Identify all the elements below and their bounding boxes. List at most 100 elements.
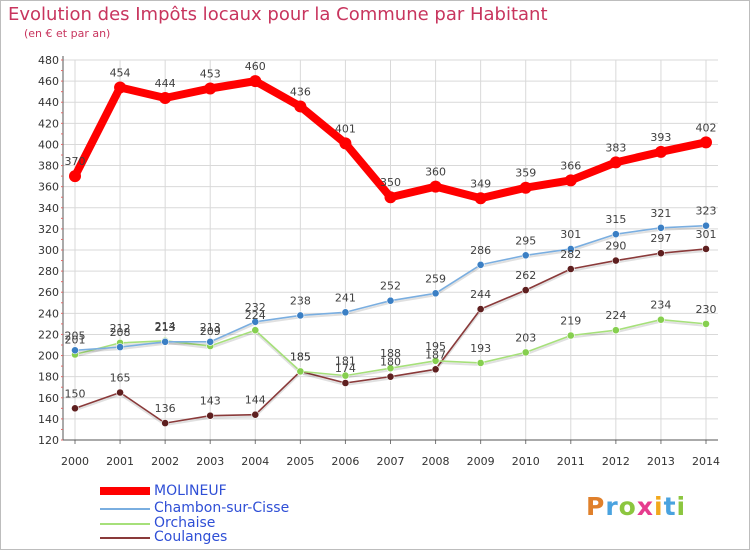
x-tick-label: 2007 — [377, 455, 405, 468]
data-label-chambon-sur-cisse-2009: 286 — [470, 244, 491, 257]
point-chambon-sur-cisse-2005 — [296, 311, 305, 320]
data-label-molineuf-2011: 366 — [560, 159, 581, 172]
y-tick-label: 400 — [38, 138, 59, 151]
point-chambon-sur-cisse-2009 — [476, 260, 485, 269]
data-label-coulanges-2001: 165 — [110, 372, 131, 385]
point-molineuf-2009 — [474, 192, 487, 205]
chart-subtitle: (en € et par an) — [24, 27, 111, 40]
point-orchaise-2013 — [657, 315, 665, 324]
data-label-molineuf-2012: 383 — [605, 141, 626, 154]
data-label-chambon-sur-cisse-2014: 323 — [696, 205, 717, 218]
x-tick-label: 2004 — [241, 455, 269, 468]
point-coulanges-2007 — [386, 372, 395, 381]
data-label-coulanges-2013: 297 — [650, 232, 671, 245]
data-label-orchaise-2001: 212 — [110, 322, 131, 335]
data-label-molineuf-2010: 359 — [515, 167, 536, 180]
y-tick-label: 260 — [38, 286, 59, 299]
point-molineuf-2000 — [69, 170, 81, 183]
data-label-coulanges-2012: 290 — [605, 240, 626, 253]
data-label-molineuf-2001: 454 — [110, 66, 131, 79]
y-tick-label: 340 — [38, 202, 59, 215]
point-coulanges-2000 — [71, 404, 79, 413]
x-tick-label: 2002 — [151, 455, 179, 468]
data-labels: 370 454 444 453 460 436 401 350 360 349 359 366 383 3… — [65, 60, 717, 415]
data-label-chambon-sur-cisse-2006: 241 — [335, 291, 356, 304]
legend-swatch-orchaise — [100, 523, 150, 525]
x-tick-label: 2003 — [196, 455, 224, 468]
data-label-coulanges-2005: 185 — [290, 350, 311, 363]
data-label-coulanges-2008: 187 — [425, 348, 446, 361]
data-label-orchaise-2003: 209 — [200, 325, 221, 338]
data-label-chambon-sur-cisse-2000: 205 — [65, 329, 86, 342]
point-coulanges-2012 — [611, 256, 620, 265]
point-orchaise-2014 — [702, 319, 710, 328]
point-orchaise-2010 — [521, 348, 530, 357]
y-tick-label: 140 — [38, 413, 59, 426]
point-coulanges-2009 — [476, 305, 485, 314]
x-tick-label: 2009 — [467, 455, 495, 468]
data-label-molineuf-2003: 453 — [200, 68, 221, 81]
legend-label-molineuf: MOLINEUF — [154, 483, 227, 499]
data-label-orchaise-2005: 185 — [290, 350, 311, 363]
y-tick-label: 460 — [38, 75, 59, 88]
y-tick-label: 300 — [38, 244, 59, 257]
point-molineuf-2014 — [700, 136, 712, 149]
data-label-coulanges-2009: 244 — [470, 288, 491, 301]
point-molineuf-2003 — [204, 82, 217, 95]
point-chambon-sur-cisse-2008 — [431, 289, 440, 298]
legend-swatch-molineuf — [100, 487, 150, 495]
point-molineuf-2006 — [339, 137, 352, 150]
data-label-coulanges-2004: 144 — [245, 394, 266, 407]
point-molineuf-2013 — [654, 145, 667, 158]
data-label-chambon-sur-cisse-2010: 295 — [515, 234, 536, 247]
data-label-chambon-sur-cisse-2008: 259 — [425, 272, 446, 285]
x-tick-label: 2011 — [557, 455, 585, 468]
data-label-coulanges-2011: 282 — [560, 248, 581, 261]
point-coulanges-2010 — [521, 286, 530, 295]
point-coulanges-2001 — [116, 388, 124, 397]
point-orchaise-2009 — [476, 359, 485, 367]
y-tick-label: 320 — [38, 223, 59, 236]
point-chambon-sur-cisse-2014 — [702, 221, 710, 230]
chart-title: Evolution des Impôts locaux pour la Comm… — [8, 4, 548, 25]
point-molineuf-2002 — [159, 92, 172, 104]
point-coulanges-2003 — [206, 411, 215, 420]
data-label-orchaise-2004: 224 — [245, 309, 266, 322]
point-chambon-sur-cisse-2010 — [521, 251, 530, 260]
data-label-coulanges-2000: 150 — [65, 387, 86, 400]
data-label-orchaise-2007: 188 — [380, 347, 401, 360]
legend-swatch-coulanges — [100, 537, 150, 539]
data-label-orchaise-2012: 224 — [605, 309, 626, 322]
data-label-orchaise-2009: 193 — [470, 342, 491, 355]
point-coulanges-2004 — [251, 410, 260, 419]
x-tick-label: 2006 — [331, 455, 359, 468]
data-label-coulanges-2010: 262 — [515, 269, 536, 282]
x-tick-label: 2010 — [512, 455, 540, 468]
point-coulanges-2011 — [566, 265, 575, 273]
data-label-orchaise-2010: 203 — [515, 331, 536, 344]
point-coulanges-2014 — [702, 245, 710, 253]
data-label-orchaise-2000: 201 — [65, 334, 86, 347]
legend-label-coulanges: Coulanges — [154, 529, 228, 545]
data-label-orchaise-2008: 195 — [425, 340, 446, 353]
data-label-coulanges-2014: 301 — [696, 228, 717, 241]
data-label-molineuf-2000: 370 — [65, 155, 86, 168]
point-coulanges-2006 — [341, 379, 350, 387]
y-tick-label: 180 — [38, 371, 59, 384]
logo-letter: P — [586, 492, 606, 521]
data-label-orchaise-2011: 219 — [560, 315, 581, 328]
point-molineuf-2007 — [384, 191, 397, 204]
point-coulanges-2008 — [431, 365, 440, 374]
x-tick-label: 2014 — [692, 455, 720, 468]
point-chambon-sur-cisse-2006 — [341, 308, 350, 317]
point-orchaise-2005 — [296, 367, 305, 376]
point-coulanges-2002 — [161, 419, 170, 428]
logo-letter: t — [663, 492, 677, 521]
proxiti-logo: Proxiti — [586, 492, 686, 521]
point-molineuf-2008 — [429, 180, 442, 193]
y-tick-label: 280 — [38, 265, 59, 278]
data-label-molineuf-2013: 393 — [650, 131, 671, 144]
data-label-chambon-sur-cisse-2002: 213 — [155, 321, 176, 334]
data-label-coulanges-2002: 136 — [155, 402, 176, 415]
